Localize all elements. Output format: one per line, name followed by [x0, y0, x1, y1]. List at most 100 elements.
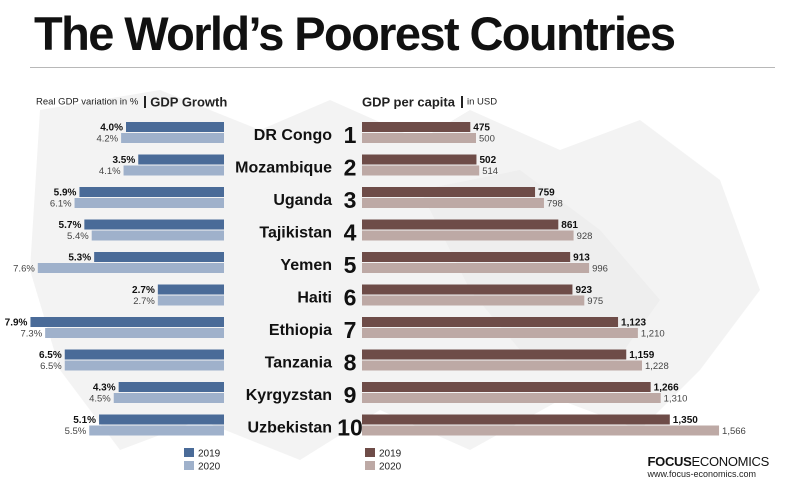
- gdp-label-2020: 996: [592, 264, 608, 275]
- growth-bar-2020: [45, 328, 225, 338]
- gdp-label-2019: 1,123: [621, 318, 646, 329]
- rank-number: 6: [344, 285, 357, 311]
- gdp-label-2019: 913: [573, 253, 590, 264]
- gdp-label-2020: 1,210: [641, 329, 665, 340]
- gdp-label-2020: 514: [482, 166, 498, 177]
- growth-label-2019: 5.1%: [73, 415, 96, 426]
- country-name: Tajikistan: [259, 225, 332, 242]
- growth-label-2020: 2.7%: [133, 296, 155, 307]
- rank-number: 2: [344, 155, 357, 181]
- legend-swatch-growth-2019: [184, 448, 194, 457]
- rank-number: 7: [344, 317, 357, 343]
- growth-bar-2020: [37, 263, 224, 273]
- gdp-label-2019: 1,266: [654, 383, 679, 394]
- gdp-label-2020: 975: [587, 296, 603, 307]
- logo-url: www.focus-economics.com: [647, 469, 757, 479]
- growth-bar-2019: [64, 349, 224, 360]
- growth-label-2019: 6.5%: [39, 350, 62, 361]
- gdp-bar-2019: [362, 317, 619, 327]
- header-divider: [460, 95, 463, 108]
- growth-label-2019: 7.9%: [5, 318, 28, 329]
- growth-bar-2019: [138, 154, 224, 165]
- gdp-label-2019: 475: [473, 123, 490, 134]
- logo-word-bold: FOCUS: [647, 454, 692, 469]
- growth-label-2019: 3.5%: [112, 155, 135, 166]
- legend-swatch-gdp-2020: [365, 461, 375, 470]
- rank-number: 5: [344, 252, 357, 278]
- gdp-label-2020: 1,310: [664, 394, 688, 405]
- gdp-bar-2020: [362, 133, 476, 143]
- growth-label-2020: 6.5%: [40, 361, 62, 372]
- growth-bar-2020: [74, 198, 224, 208]
- growth-bar-2020: [91, 230, 224, 241]
- growth-bar-2019: [99, 414, 224, 425]
- growth-bar-2019: [84, 219, 224, 230]
- growth-header: Real GDP variation in % GDP Growth: [36, 93, 227, 111]
- country-name: Ethiopia: [269, 322, 332, 339]
- gdp-label-2020: 500: [479, 134, 495, 145]
- growth-label-2020: 7.6%: [13, 264, 35, 275]
- growth-bar-2019: [157, 284, 224, 295]
- gdp-note: in USD: [466, 96, 498, 108]
- gdp-bar-2020: [362, 230, 574, 241]
- focus-economics-logo: FOCUSECONOMICS www.focus-economics.com: [648, 455, 770, 480]
- rank-number: 9: [344, 382, 357, 408]
- gdp-bar-2019: [362, 122, 471, 132]
- gdp-label-2019: 861: [561, 220, 578, 231]
- country-name: Yemen: [280, 257, 332, 274]
- country-name: Haiti: [297, 290, 332, 307]
- gdp-bar-2020: [362, 425, 720, 436]
- gdp-bar-2020: [362, 165, 480, 176]
- gdp-label-2019: 759: [538, 188, 555, 199]
- gdp-title: GDP per capita: [362, 94, 455, 110]
- gdp-bar-2020: [362, 295, 585, 306]
- growth-bar-2020: [64, 360, 224, 371]
- growth-bar-2019: [94, 252, 225, 262]
- growth-bar-2020: [121, 133, 224, 143]
- growth-bar-2020: [89, 425, 224, 436]
- gdp-bar-2019: [362, 252, 571, 262]
- growth-label-2019: 4.3%: [93, 383, 116, 394]
- country-name: Uganda: [273, 192, 332, 209]
- rank-number: 1: [344, 122, 357, 148]
- gdp-label-2019: 502: [479, 155, 496, 166]
- growth-label-2019: 5.3%: [68, 253, 91, 264]
- gdp-bar-2019: [362, 349, 627, 360]
- gdp-bar-2019: [362, 187, 536, 197]
- gdp-bar-2019: [362, 382, 651, 392]
- legend-label-growth-2020: 2020: [198, 462, 221, 473]
- growth-bar-2019: [30, 317, 225, 327]
- growth-label-2020: 4.5%: [89, 394, 111, 405]
- growth-label-2020: 4.2%: [96, 134, 118, 145]
- growth-title: GDP Growth: [150, 94, 228, 110]
- growth-label-2019: 5.7%: [59, 220, 82, 231]
- legend-label-gdp-2019: 2019: [379, 449, 402, 460]
- gdp-label-2020: 928: [577, 231, 593, 242]
- gdp-bar-2020: [362, 263, 590, 273]
- legend-label-gdp-2020: 2020: [379, 462, 402, 473]
- country-name: DR Congo: [254, 127, 332, 144]
- page-title: The World’s Poorest Countries: [34, 7, 676, 60]
- growth-bar-2019: [126, 122, 224, 132]
- header-divider: [144, 95, 147, 108]
- gdp-label-2019: 1,159: [629, 350, 654, 361]
- growth-label-2019: 4.0%: [100, 123, 123, 134]
- country-name: Uzbekistan: [248, 420, 332, 437]
- gdp-label-2019: 923: [575, 285, 592, 296]
- gdp-bar-2019: [362, 219, 559, 230]
- legend-label-growth-2019: 2019: [198, 449, 221, 460]
- growth-label-2020: 6.1%: [50, 199, 72, 210]
- growth-label-2020: 4.1%: [99, 166, 121, 177]
- gdp-bar-2019: [362, 414, 670, 425]
- growth-bar-2020: [123, 165, 224, 176]
- growth-label-2019: 5.9%: [54, 188, 77, 199]
- growth-label-2020: 5.5%: [65, 426, 87, 437]
- rank-number: 3: [344, 187, 357, 213]
- country-name: Tanzania: [265, 355, 332, 372]
- rank-number: 10: [337, 415, 363, 441]
- growth-note: Real GDP variation in %: [36, 96, 139, 108]
- gdp-bar-2020: [362, 198, 544, 208]
- growth-bar-2019: [79, 187, 224, 197]
- gdp-bar-2019: [362, 154, 477, 165]
- gdp-label-2019: 1,350: [673, 415, 698, 426]
